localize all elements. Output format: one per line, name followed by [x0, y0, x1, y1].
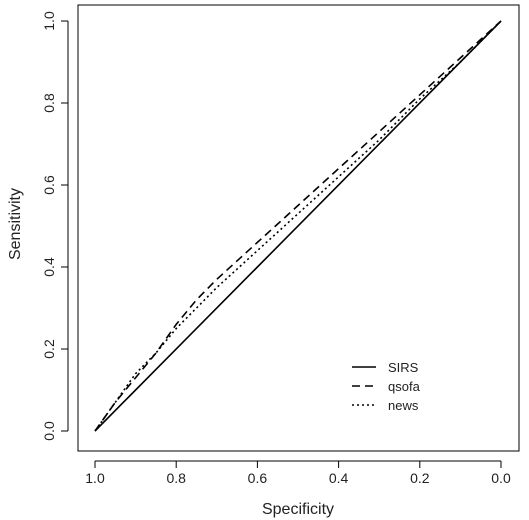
y-tick-label: 0.6 — [41, 175, 57, 195]
y-tick-label: 0.0 — [41, 421, 57, 441]
x-tick-label: 0.0 — [491, 470, 511, 486]
x-tick-label: 1.0 — [85, 470, 105, 486]
x-axis: 1.0 0.8 0.6 0.4 0.2 0.0 — [85, 460, 511, 486]
series-layer — [94, 20, 502, 432]
y-tick-label: 0.8 — [41, 93, 57, 113]
x-tick-label: 0.6 — [248, 470, 268, 486]
series-line-sirs — [94, 20, 502, 432]
x-axis-label: Specificity — [262, 501, 334, 518]
y-tick-label: 1.0 — [41, 11, 57, 31]
y-axis: 0.0 0.2 0.4 0.6 0.8 1.0 — [41, 11, 69, 441]
legend-label-qsofa: qsofa — [388, 379, 421, 394]
plot-frame — [77, 4, 520, 452]
legend: SIRS qsofa news — [352, 360, 421, 413]
x-tick-label: 0.8 — [166, 470, 186, 486]
series-line-qsofa — [94, 20, 502, 432]
x-tick-label: 0.2 — [410, 470, 430, 486]
series-line-news — [94, 20, 502, 432]
y-tick-label: 0.4 — [41, 257, 57, 277]
y-tick-label: 0.2 — [41, 339, 57, 359]
legend-label-news: news — [388, 398, 419, 413]
legend-label-sirs: SIRS — [388, 360, 419, 375]
x-tick-label: 0.4 — [329, 470, 349, 486]
y-axis-label: Sensitivity — [7, 188, 24, 260]
